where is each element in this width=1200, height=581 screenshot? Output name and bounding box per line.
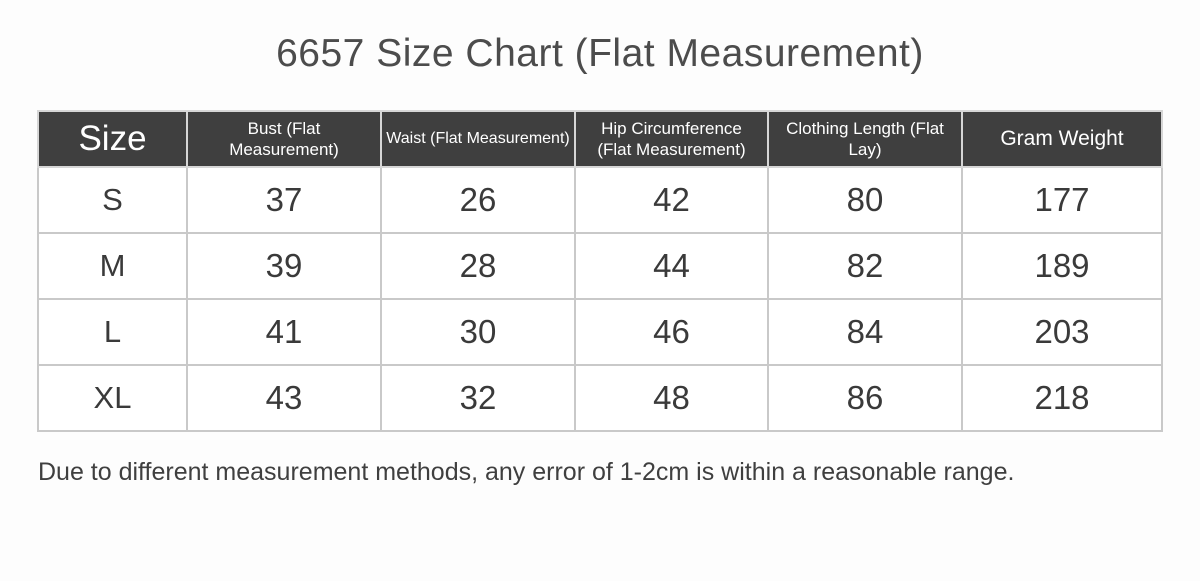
column-header-bust: Bust (Flat Measurement) [186, 110, 382, 168]
column-header-label: Hip Circumference (Flat Measurement) [597, 118, 746, 159]
column-header-label: Size [78, 119, 147, 158]
bust-cell: 37 [186, 166, 382, 234]
hip-cell: 44 [574, 232, 769, 300]
size-cell: M [37, 232, 188, 300]
column-header-hip: Hip Circumference (Flat Measurement) [574, 110, 769, 168]
table-row-l: L 41 30 46 84 203 [37, 298, 1163, 366]
length-cell: 80 [767, 166, 963, 234]
column-header-label: Bust (Flat Measurement) [229, 118, 339, 159]
page-title: 6657 Size Chart (Flat Measurement) [276, 32, 924, 75]
waist-cell: 32 [380, 364, 576, 432]
gram-weight-cell: 218 [961, 364, 1163, 432]
column-header-length: Clothing Length (Flat Lay) [767, 110, 963, 168]
size-cell: S [37, 166, 188, 234]
bust-cell: 43 [186, 364, 382, 432]
hip-cell: 46 [574, 298, 769, 366]
gram-weight-cell: 177 [961, 166, 1163, 234]
table-row-s: S 37 26 42 80 177 [37, 166, 1163, 234]
length-cell: 86 [767, 364, 963, 432]
bust-cell: 41 [186, 298, 382, 366]
waist-cell: 26 [380, 166, 576, 234]
measurement-tolerance-note: Due to different measurement methods, an… [38, 458, 1015, 486]
length-cell: 84 [767, 298, 963, 366]
header-row: Size Bust (Flat Measurement) Waist (Flat… [37, 110, 1163, 168]
column-header-size: Size [37, 110, 188, 168]
table-header: Size Bust (Flat Measurement) Waist (Flat… [37, 110, 1163, 168]
table-row-m: M 39 28 44 82 189 [37, 232, 1163, 300]
gram-weight-cell: 203 [961, 298, 1163, 366]
column-header-label: Clothing Length (Flat Lay) [786, 118, 944, 159]
gram-weight-cell: 189 [961, 232, 1163, 300]
waist-cell: 28 [380, 232, 576, 300]
hip-cell: 48 [574, 364, 769, 432]
bust-cell: 39 [186, 232, 382, 300]
column-header-waist: Waist (Flat Measurement) [380, 110, 576, 168]
size-cell: XL [37, 364, 188, 432]
size-chart-table: Size Bust (Flat Measurement) Waist (Flat… [37, 110, 1163, 432]
table-row-xl: XL 43 32 48 86 218 [37, 364, 1163, 432]
column-header-label: Gram Weight [1000, 127, 1124, 150]
hip-cell: 42 [574, 166, 769, 234]
size-chart-page: 6657 Size Chart (Flat Measurement) Size … [0, 32, 1200, 487]
waist-cell: 30 [380, 298, 576, 366]
table-body: S 37 26 42 80 177 M 39 28 44 82 189 L 41… [37, 166, 1163, 432]
size-cell: L [37, 298, 188, 366]
column-header-gram-weight: Gram Weight [961, 110, 1163, 168]
column-header-label: Waist (Flat Measurement) [386, 130, 570, 147]
length-cell: 82 [767, 232, 963, 300]
